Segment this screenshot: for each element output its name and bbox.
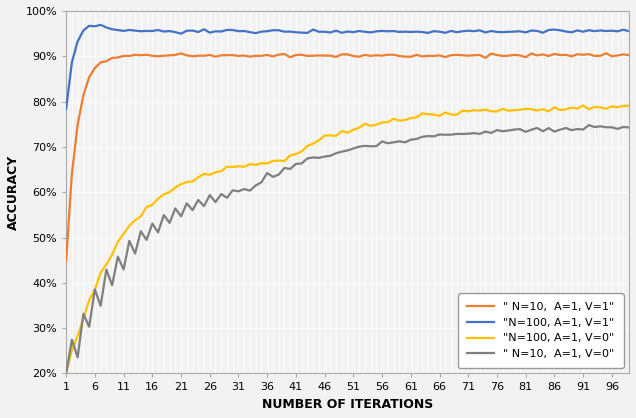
Legend: " N=10,  A=1, V=1", "N=100, A=1, V=1", "N=100, A=1, V=0", " N=10,  A=1, V=0": " N=10, A=1, V=1", "N=100, A=1, V=1", "N… — [458, 293, 623, 368]
" N=10,  A=1, V=1" — [504, 53, 512, 58]
" N=10,  A=1, V=1" — [602, 51, 610, 56]
" N=10,  A=1, V=1" — [212, 54, 219, 59]
"N=100, A=1, V=0" — [235, 164, 242, 169]
"N=100, A=1, V=0" — [62, 370, 70, 375]
"N=100, A=1, V=1" — [218, 29, 225, 34]
Y-axis label: ACCURACY: ACCURACY — [7, 155, 20, 230]
" N=10,  A=1, V=0" — [195, 197, 202, 202]
" N=10,  A=1, V=0" — [235, 189, 242, 194]
"N=100, A=1, V=1" — [62, 106, 70, 111]
"N=100, A=1, V=0" — [212, 170, 219, 175]
" N=10,  A=1, V=0" — [625, 125, 633, 130]
" N=10,  A=1, V=1" — [361, 52, 369, 57]
"N=100, A=1, V=1" — [625, 29, 633, 34]
"N=100, A=1, V=1" — [97, 22, 104, 27]
Line: " N=10,  A=1, V=0": " N=10, A=1, V=0" — [66, 125, 629, 373]
"N=100, A=1, V=0" — [579, 103, 587, 108]
" N=10,  A=1, V=1" — [235, 54, 242, 59]
X-axis label: NUMBER OF ITERATIONS: NUMBER OF ITERATIONS — [262, 398, 433, 411]
" N=10,  A=1, V=0" — [344, 148, 352, 153]
" N=10,  A=1, V=0" — [361, 143, 369, 148]
" N=10,  A=1, V=0" — [212, 199, 219, 204]
Line: "N=100, A=1, V=1": "N=100, A=1, V=1" — [66, 25, 629, 109]
"N=100, A=1, V=0" — [195, 175, 202, 180]
Line: " N=10,  A=1, V=1": " N=10, A=1, V=1" — [66, 53, 629, 260]
" N=10,  A=1, V=0" — [504, 128, 512, 133]
" N=10,  A=1, V=1" — [62, 258, 70, 263]
"N=100, A=1, V=1" — [200, 27, 208, 32]
"N=100, A=1, V=0" — [504, 108, 512, 113]
" N=10,  A=1, V=1" — [625, 53, 633, 58]
"N=100, A=1, V=1" — [510, 29, 518, 34]
Line: "N=100, A=1, V=0": "N=100, A=1, V=0" — [66, 105, 629, 373]
" N=10,  A=1, V=1" — [195, 53, 202, 58]
"N=100, A=1, V=1" — [350, 30, 357, 35]
"N=100, A=1, V=0" — [344, 130, 352, 135]
"N=100, A=1, V=1" — [240, 28, 248, 33]
"N=100, A=1, V=0" — [625, 103, 633, 108]
" N=10,  A=1, V=0" — [585, 122, 593, 127]
" N=10,  A=1, V=1" — [344, 52, 352, 57]
"N=100, A=1, V=1" — [367, 30, 375, 35]
"N=100, A=1, V=0" — [361, 121, 369, 126]
" N=10,  A=1, V=0" — [62, 371, 70, 376]
